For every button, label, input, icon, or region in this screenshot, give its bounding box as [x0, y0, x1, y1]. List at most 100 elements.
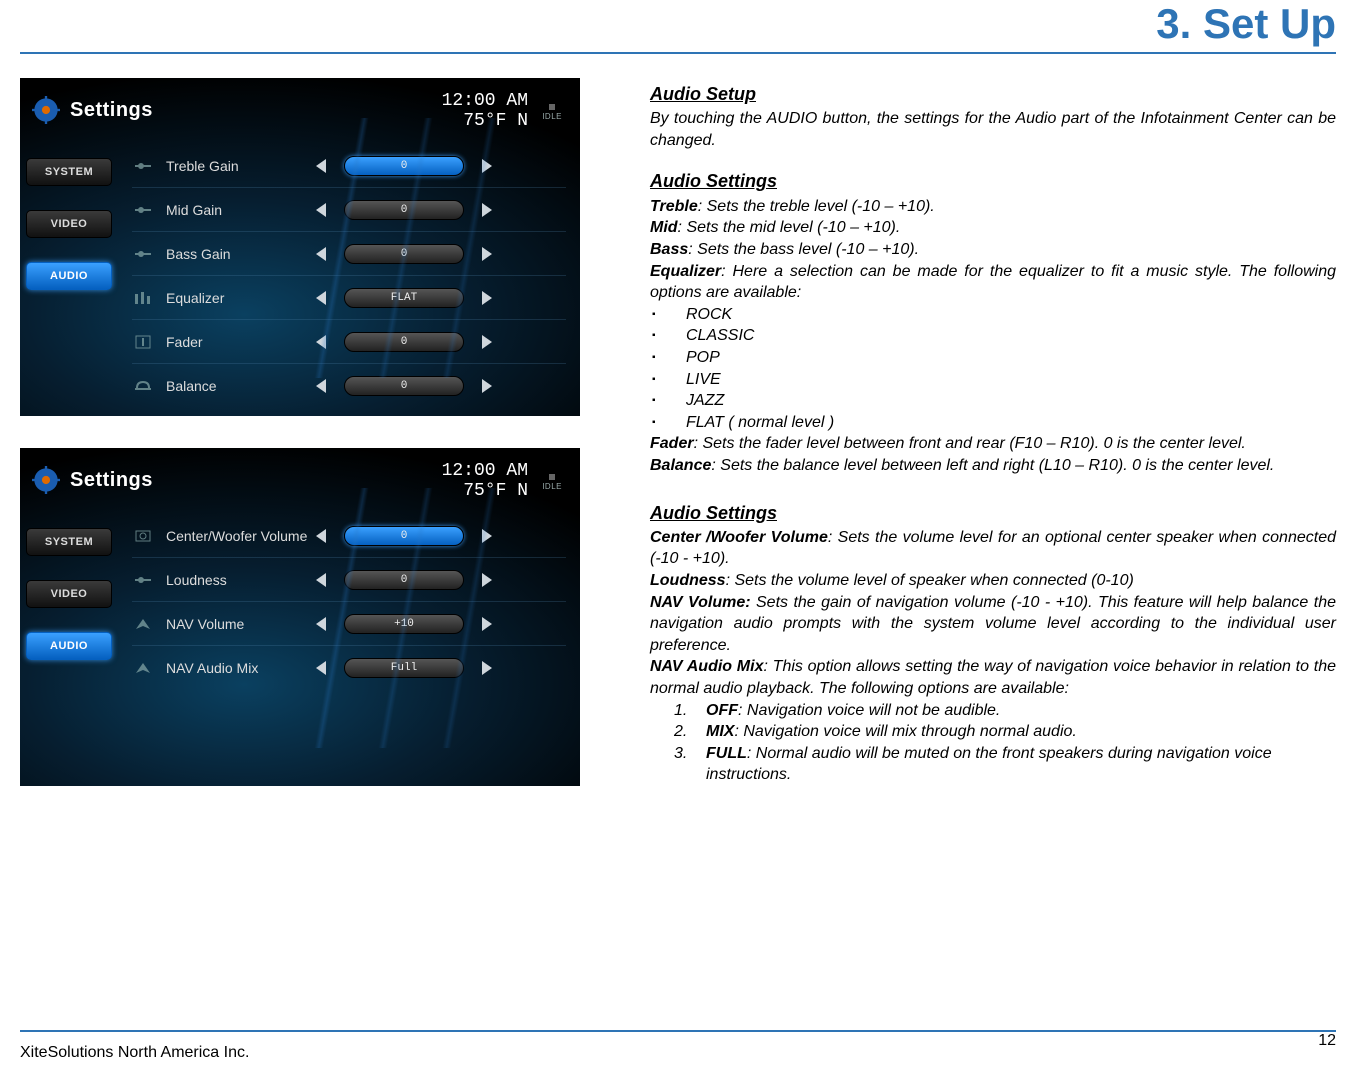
- device-idle-indicator: IDLE: [542, 474, 562, 491]
- equalizer-option: FLAT ( normal level ): [686, 412, 1336, 434]
- equalizer-option: POP: [686, 347, 1336, 369]
- sidebar-btn-system[interactable]: SYSTEM: [26, 528, 112, 556]
- increase-arrow-icon[interactable]: [482, 379, 492, 393]
- equalizer-option: ROCK: [686, 304, 1336, 326]
- row-label: Mid Gain: [166, 202, 316, 218]
- device-idle-indicator: IDLE: [542, 104, 562, 121]
- right-column: Audio Setup By touching the AUDIO button…: [650, 78, 1336, 818]
- decrease-arrow-icon[interactable]: [316, 379, 326, 393]
- decrease-arrow-icon[interactable]: [316, 661, 326, 675]
- row-value[interactable]: Full: [344, 658, 464, 678]
- device-header: Settings 12:00 AM 75°F N IDLE: [32, 86, 568, 134]
- device-sidebar: SYSTEM VIDEO AUDIO: [26, 528, 112, 684]
- header-divider: [20, 52, 1336, 54]
- row-value[interactable]: 0: [344, 526, 464, 546]
- settings-row: Equalizer FLAT: [132, 276, 566, 320]
- increase-arrow-icon[interactable]: [482, 573, 492, 587]
- settings-row: Mid Gain 0: [132, 188, 566, 232]
- sidebar-btn-audio[interactable]: AUDIO: [26, 262, 112, 290]
- def-loudness: Loudness: Sets the volume level of speak…: [650, 570, 1336, 592]
- device-temp: 75°F N: [442, 112, 528, 132]
- device-time: 12:00 AM: [442, 462, 528, 482]
- row-icon: [132, 659, 154, 677]
- device-status: 12:00 AM 75°F N: [442, 92, 528, 132]
- row-icon: [132, 527, 154, 545]
- equalizer-option: LIVE: [686, 369, 1336, 391]
- row-value[interactable]: 0: [344, 200, 464, 220]
- nav-mix-option: 2.MIX: Navigation voice will mix through…: [706, 721, 1336, 743]
- settings-row: Treble Gain0: [132, 144, 566, 188]
- decrease-arrow-icon[interactable]: [316, 573, 326, 587]
- decrease-arrow-icon[interactable]: [316, 159, 326, 173]
- def-center-woofer: Center /Woofer Volume: Sets the volume l…: [650, 527, 1336, 570]
- decrease-arrow-icon[interactable]: [316, 203, 326, 217]
- row-icon: [132, 571, 154, 589]
- device-status: 12:00 AM 75°F N: [442, 462, 528, 502]
- row-icon: [132, 289, 154, 307]
- sidebar-btn-audio[interactable]: AUDIO: [26, 632, 112, 660]
- row-label: Equalizer: [166, 290, 316, 306]
- left-column: Settings 12:00 AM 75°F N IDLE SYSTEM VID…: [20, 78, 580, 818]
- def-equalizer: Equalizer: Here a selection can be made …: [650, 261, 1336, 304]
- increase-arrow-icon[interactable]: [482, 203, 492, 217]
- settings-row: Balance0: [132, 364, 566, 408]
- settings-row: Bass Gain0: [132, 232, 566, 276]
- increase-arrow-icon[interactable]: [482, 291, 492, 305]
- gear-icon: [32, 466, 60, 494]
- settings-row: Center/Woofer Volume 0: [132, 514, 566, 558]
- settings-row: NAV Volume+10: [132, 602, 566, 646]
- row-value[interactable]: +10: [344, 614, 464, 634]
- device-screenshot-2: Settings 12:00 AM 75°F N IDLE SYSTEM VID…: [20, 448, 580, 786]
- chapter-title: 3. Set Up: [1156, 0, 1336, 48]
- decrease-arrow-icon[interactable]: [316, 529, 326, 543]
- def-nav-audio-mix: NAV Audio Mix: This option allows settin…: [650, 656, 1336, 699]
- row-value[interactable]: 0: [344, 156, 464, 176]
- row-value[interactable]: 0: [344, 244, 464, 264]
- row-icon: [132, 157, 154, 175]
- device-time: 12:00 AM: [442, 92, 528, 112]
- def-fader: Fader: Sets the fader level between fron…: [650, 433, 1336, 455]
- device-title: Settings: [70, 469, 153, 492]
- increase-arrow-icon[interactable]: [482, 247, 492, 261]
- row-value[interactable]: 0: [344, 332, 464, 352]
- content: Settings 12:00 AM 75°F N IDLE SYSTEM VID…: [20, 78, 1336, 818]
- def-treble: Treble: Sets the treble level (-10 – +10…: [650, 196, 1336, 218]
- sidebar-btn-system[interactable]: SYSTEM: [26, 158, 112, 186]
- increase-arrow-icon[interactable]: [482, 661, 492, 675]
- decrease-arrow-icon[interactable]: [316, 247, 326, 261]
- row-label: NAV Audio Mix: [166, 660, 316, 676]
- equalizer-options-list: ROCKCLASSICPOPLIVEJAZZFLAT ( normal leve…: [650, 304, 1336, 434]
- device-header: Settings 12:00 AM 75°F N IDLE: [32, 456, 568, 504]
- device-screenshot-1: Settings 12:00 AM 75°F N IDLE SYSTEM VID…: [20, 78, 580, 416]
- increase-arrow-icon[interactable]: [482, 335, 492, 349]
- decrease-arrow-icon[interactable]: [316, 617, 326, 631]
- settings-row: Fader 0: [132, 320, 566, 364]
- increase-arrow-icon[interactable]: [482, 529, 492, 543]
- decrease-arrow-icon[interactable]: [316, 335, 326, 349]
- sidebar-btn-video[interactable]: VIDEO: [26, 210, 112, 238]
- device-sidebar: SYSTEM VIDEO AUDIO: [26, 158, 112, 314]
- nav-mix-option: 1.OFF: Navigation voice will not be audi…: [706, 700, 1336, 722]
- increase-arrow-icon[interactable]: [482, 159, 492, 173]
- row-value[interactable]: 0: [344, 570, 464, 590]
- row-label: Center/Woofer Volume: [166, 528, 316, 544]
- row-label: Fader: [166, 334, 316, 350]
- def-bass: Bass: Sets the bass level (-10 – +10).: [650, 239, 1336, 261]
- row-value[interactable]: FLAT: [344, 288, 464, 308]
- row-value[interactable]: 0: [344, 376, 464, 396]
- settings-row: Loudness 0: [132, 558, 566, 602]
- sidebar-btn-video[interactable]: VIDEO: [26, 580, 112, 608]
- footer-divider: [20, 1030, 1336, 1032]
- row-icon: [132, 377, 154, 395]
- row-icon: [132, 333, 154, 351]
- heading-audio-settings-2: Audio Settings: [650, 501, 1336, 525]
- decrease-arrow-icon[interactable]: [316, 291, 326, 305]
- row-label: Loudness: [166, 572, 316, 588]
- nav-mix-option: 3.FULL: Normal audio will be muted on th…: [706, 743, 1336, 786]
- row-icon: [132, 245, 154, 263]
- device-rows: Treble Gain0Mid Gain0Bass Gain0Equalizer…: [132, 144, 566, 408]
- footer-company: XiteSolutions North America Inc.: [20, 1044, 249, 1062]
- increase-arrow-icon[interactable]: [482, 617, 492, 631]
- gear-icon: [32, 96, 60, 124]
- row-icon: [132, 615, 154, 633]
